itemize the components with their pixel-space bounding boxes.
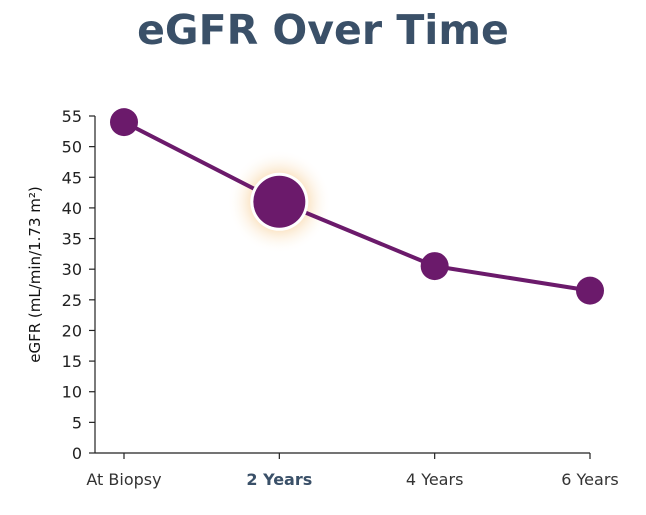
y-tick-label: 10 xyxy=(62,383,82,402)
x-tick-label: At Biopsy xyxy=(86,470,161,489)
data-point[interactable] xyxy=(420,252,449,281)
axes xyxy=(94,116,590,454)
y-ticks: 0 5 10 15 20 25 30 35 40 45 50 55 xyxy=(62,107,95,463)
chart-title: eGFR Over Time xyxy=(137,6,509,54)
y-tick-label: 0 xyxy=(72,444,82,463)
y-tick-label: 30 xyxy=(62,260,82,279)
series-line-group xyxy=(122,120,592,293)
y-tick-label: 40 xyxy=(62,199,82,218)
y-tick-label: 15 xyxy=(62,352,82,371)
data-point[interactable] xyxy=(576,276,604,305)
y-tick-label: 20 xyxy=(62,321,82,340)
x-tick-label: 2 Years xyxy=(246,470,312,489)
y-tick-label: 5 xyxy=(72,413,82,432)
y-tick-label: 45 xyxy=(62,168,82,187)
y-tick-label: 50 xyxy=(62,138,82,157)
x-tick-label: 4 Years xyxy=(406,470,463,489)
y-tick-label: 25 xyxy=(62,291,82,310)
x-ticks: At Biopsy 2 Years 4 Years 6 Years xyxy=(86,453,619,489)
data-point[interactable] xyxy=(110,108,138,137)
y-axis-title: eGFR (mL/min/1.73 m²) xyxy=(26,186,44,363)
y-tick-label: 35 xyxy=(62,230,82,249)
y-tick-label: 55 xyxy=(62,107,82,126)
series-line xyxy=(122,120,592,293)
highlight-data-point[interactable] xyxy=(253,175,306,228)
series-points xyxy=(110,108,604,305)
x-tick-label: 6 Years xyxy=(561,470,618,489)
